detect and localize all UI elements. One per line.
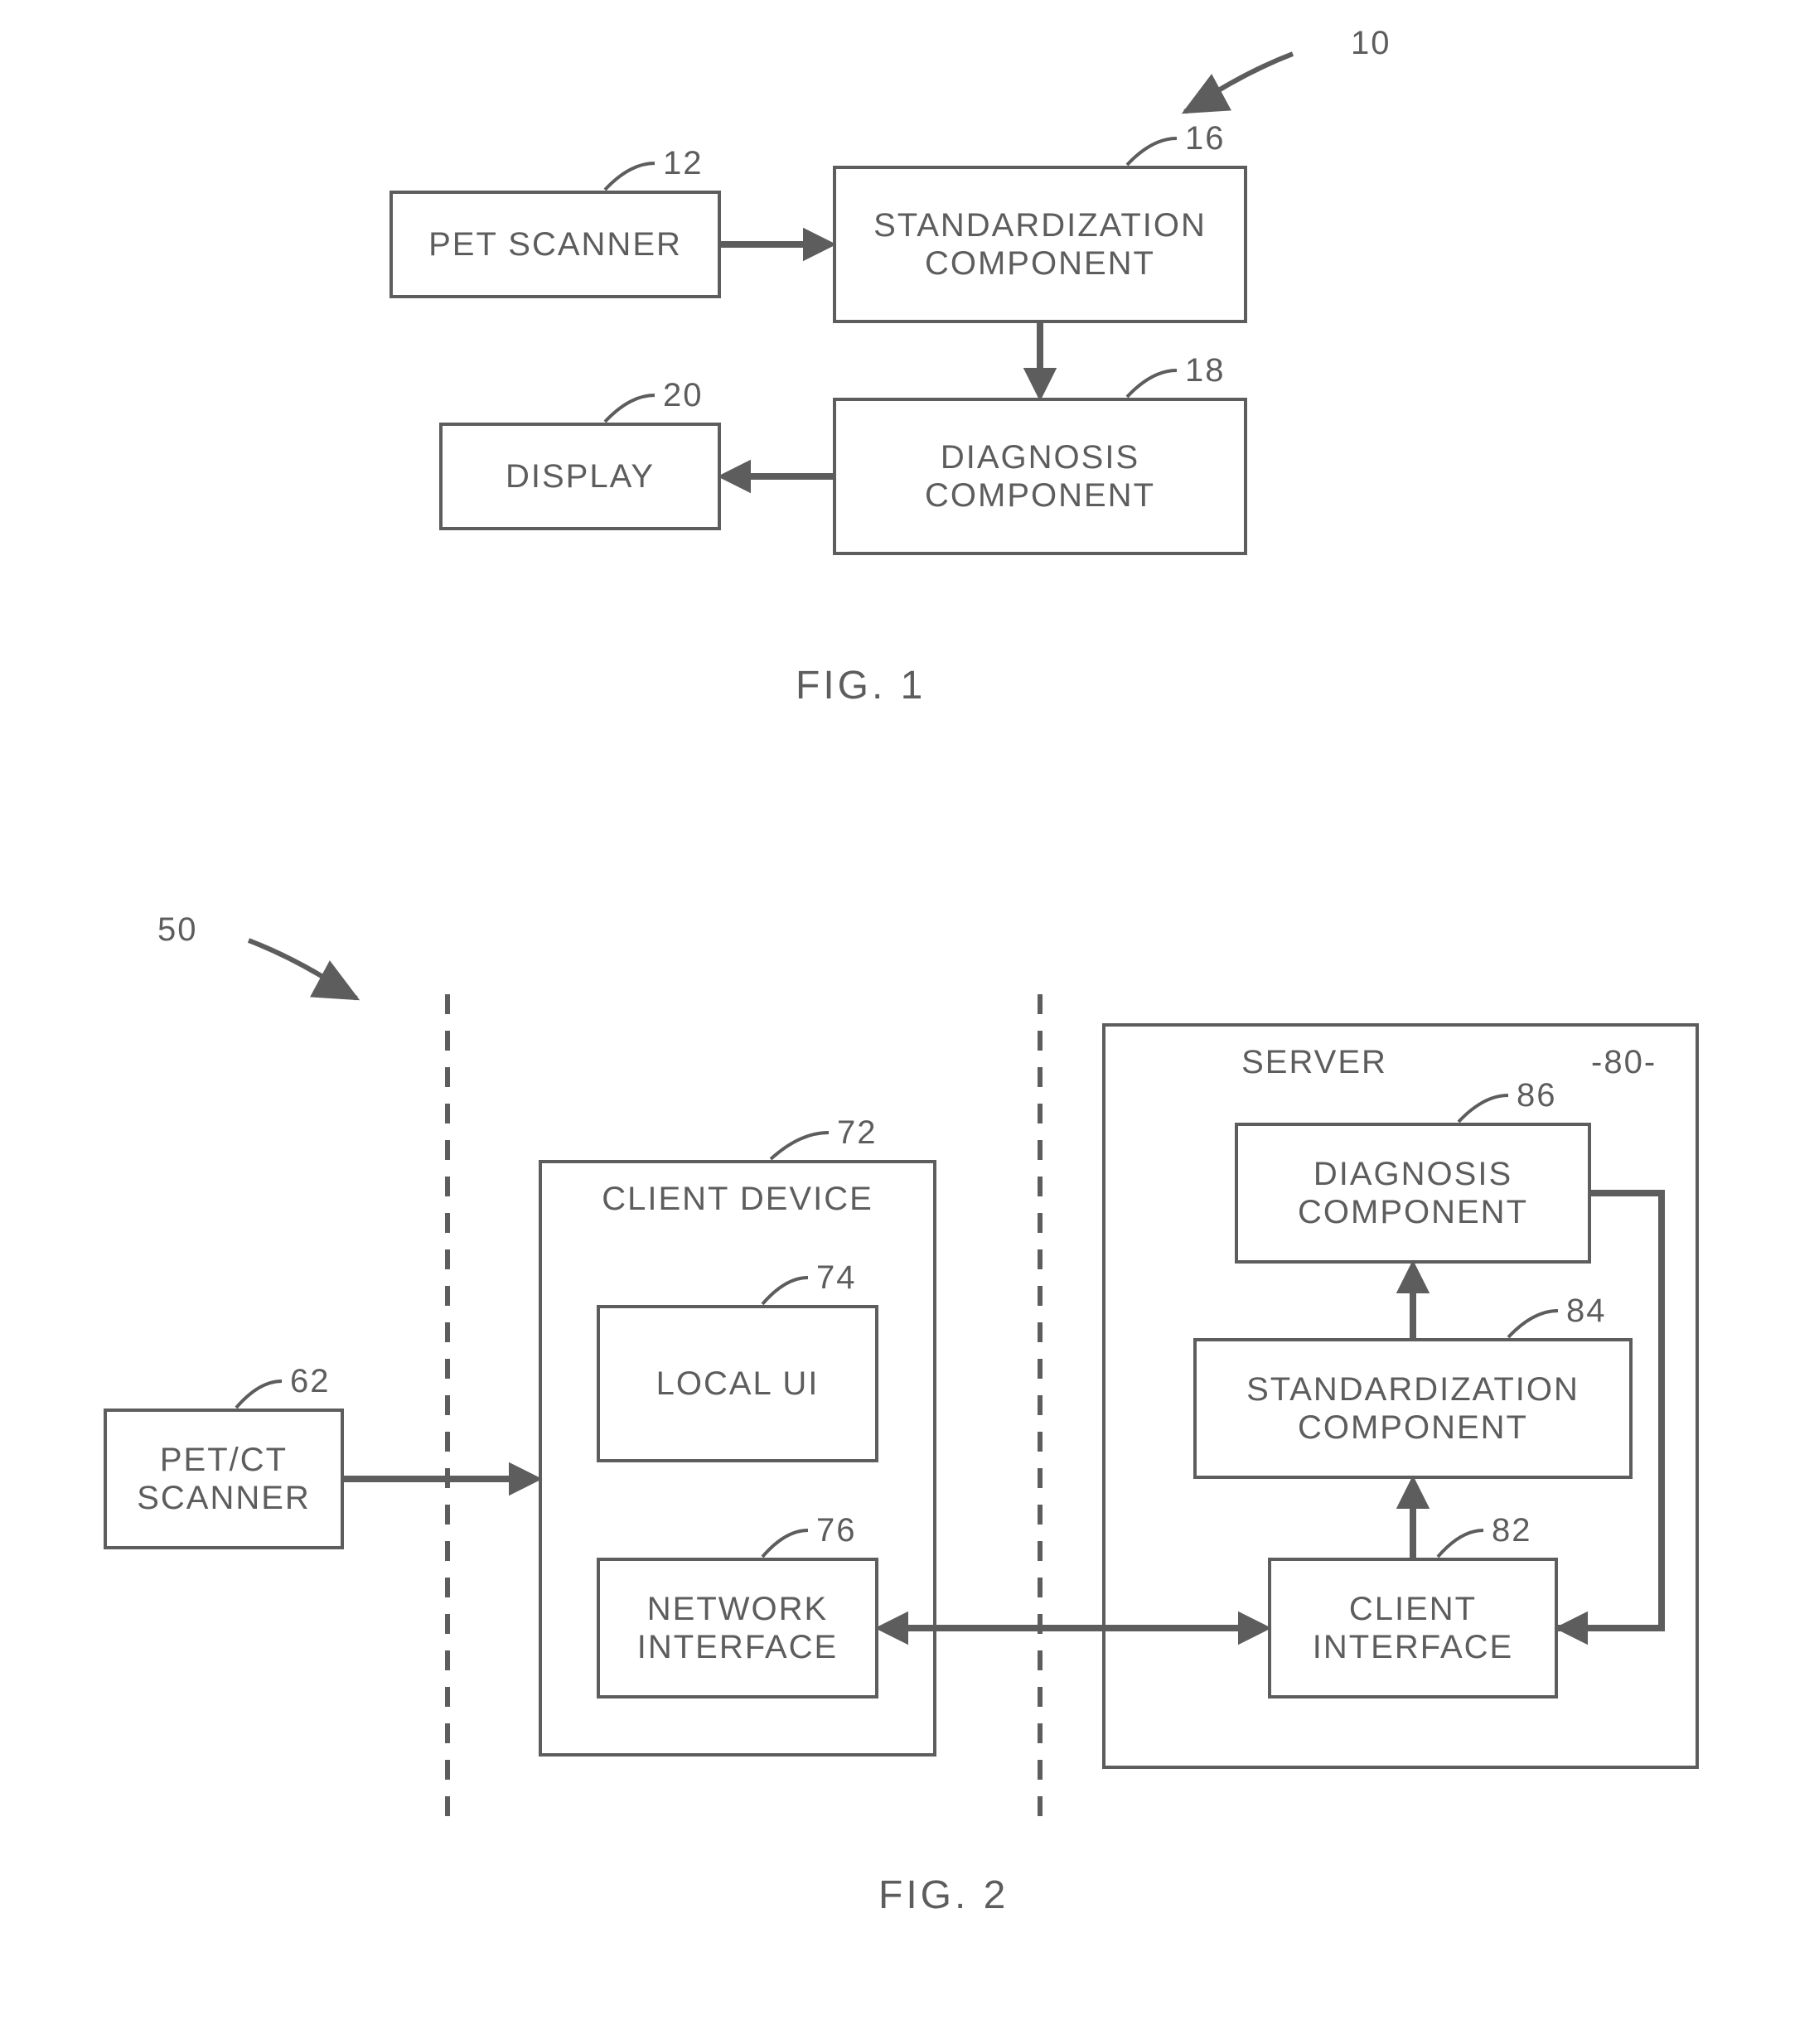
fig2-system-ref: 50 (157, 911, 198, 949)
fig1-diagnosis-label: DIAGNOSISCOMPONENT (925, 438, 1155, 515)
fig2-diagnosis-ref: 86 (1517, 1077, 1557, 1114)
fig1-pet-scanner-box: PET SCANNER (389, 191, 721, 298)
fig1-diagnosis-ref: 18 (1185, 352, 1226, 389)
fig1-diagnosis-box: DIAGNOSISCOMPONENT (833, 398, 1247, 555)
fig2-local-ui-label: LOCAL UI (656, 1365, 820, 1403)
fig2-network-interface-box: NETWORKINTERFACE (597, 1558, 878, 1699)
fig1-display-label: DISPLAY (506, 457, 655, 495)
fig1-standardization-ref: 16 (1185, 120, 1226, 157)
fig2-standardization-box: STANDARDIZATIONCOMPONENT (1193, 1338, 1633, 1479)
fig1-standardization-box: STANDARDIZATIONCOMPONENT (833, 166, 1247, 323)
fig2-network-interface-label: NETWORKINTERFACE (637, 1590, 838, 1666)
fig2-network-interface-ref: 76 (816, 1512, 857, 1549)
diagram-canvas: { "colors": { "stroke": "#5d5d5d", "text… (0, 0, 1819, 2044)
fig2-server-title: SERVER (1135, 1044, 1493, 1081)
fig1-system-ref: 10 (1351, 25, 1391, 62)
fig2-server-ref: -80- (1591, 1044, 1657, 1081)
fig2-caption: FIG. 2 (878, 1872, 1009, 1918)
fig2-standardization-ref: 84 (1566, 1293, 1607, 1330)
fig2-local-ui-box: LOCAL UI (597, 1305, 878, 1462)
fig2-local-ui-ref: 74 (816, 1259, 857, 1297)
fig2-client-interface-box: CLIENTINTERFACE (1268, 1558, 1558, 1699)
fig2-petct-scanner-ref: 62 (290, 1363, 331, 1400)
fig2-client-interface-ref: 82 (1492, 1512, 1532, 1549)
fig1-standardization-label: STANDARDIZATIONCOMPONENT (873, 206, 1207, 283)
fig1-pet-scanner-ref: 12 (663, 145, 704, 182)
fig2-diagnosis-label: DIAGNOSISCOMPONENT (1298, 1155, 1528, 1231)
fig2-client-interface-label: CLIENTINTERFACE (1313, 1590, 1513, 1666)
fig2-client-device-ref: 72 (837, 1114, 878, 1152)
fig2-standardization-label: STANDARDIZATIONCOMPONENT (1246, 1370, 1580, 1447)
fig1-display-box: DISPLAY (439, 423, 721, 530)
fig1-caption: FIG. 1 (796, 663, 926, 708)
fig1-pet-scanner-label: PET SCANNER (428, 225, 682, 263)
fig1-display-ref: 20 (663, 377, 704, 414)
fig2-petct-scanner-box: PET/CTSCANNER (104, 1409, 344, 1549)
fig2-client-device-title: CLIENT DEVICE (539, 1181, 936, 1218)
fig2-diagnosis-box: DIAGNOSISCOMPONENT (1235, 1123, 1591, 1264)
fig2-petct-scanner-label: PET/CTSCANNER (137, 1441, 311, 1517)
